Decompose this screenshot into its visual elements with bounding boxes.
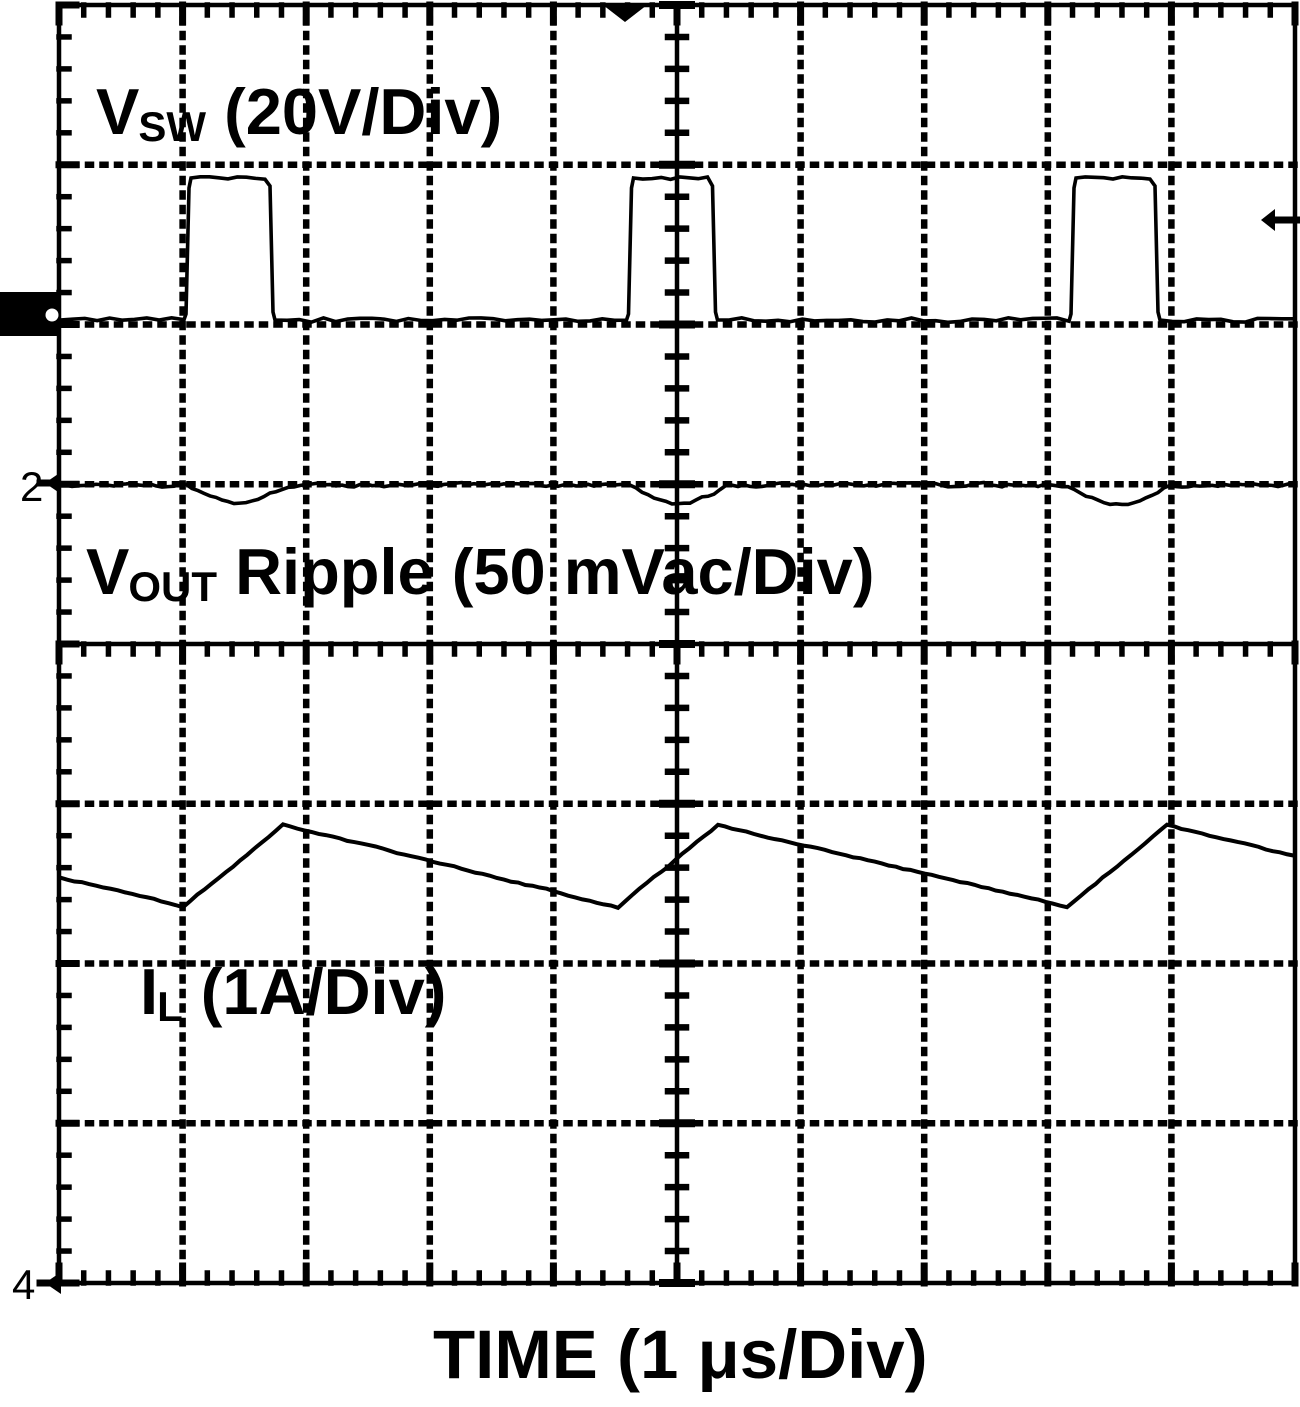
svg-text:TIME (1 μs/Div): TIME (1 μs/Div) <box>433 1316 928 1393</box>
svg-text:VSW (20V/Div): VSW (20V/Div) <box>96 75 502 150</box>
svg-text:4: 4 <box>12 1261 35 1308</box>
svg-text:VOUT Ripple (50 mVac/Div): VOUT Ripple (50 mVac/Div) <box>86 535 874 610</box>
svg-text:IL (1A/Div): IL (1A/Div) <box>140 955 446 1030</box>
